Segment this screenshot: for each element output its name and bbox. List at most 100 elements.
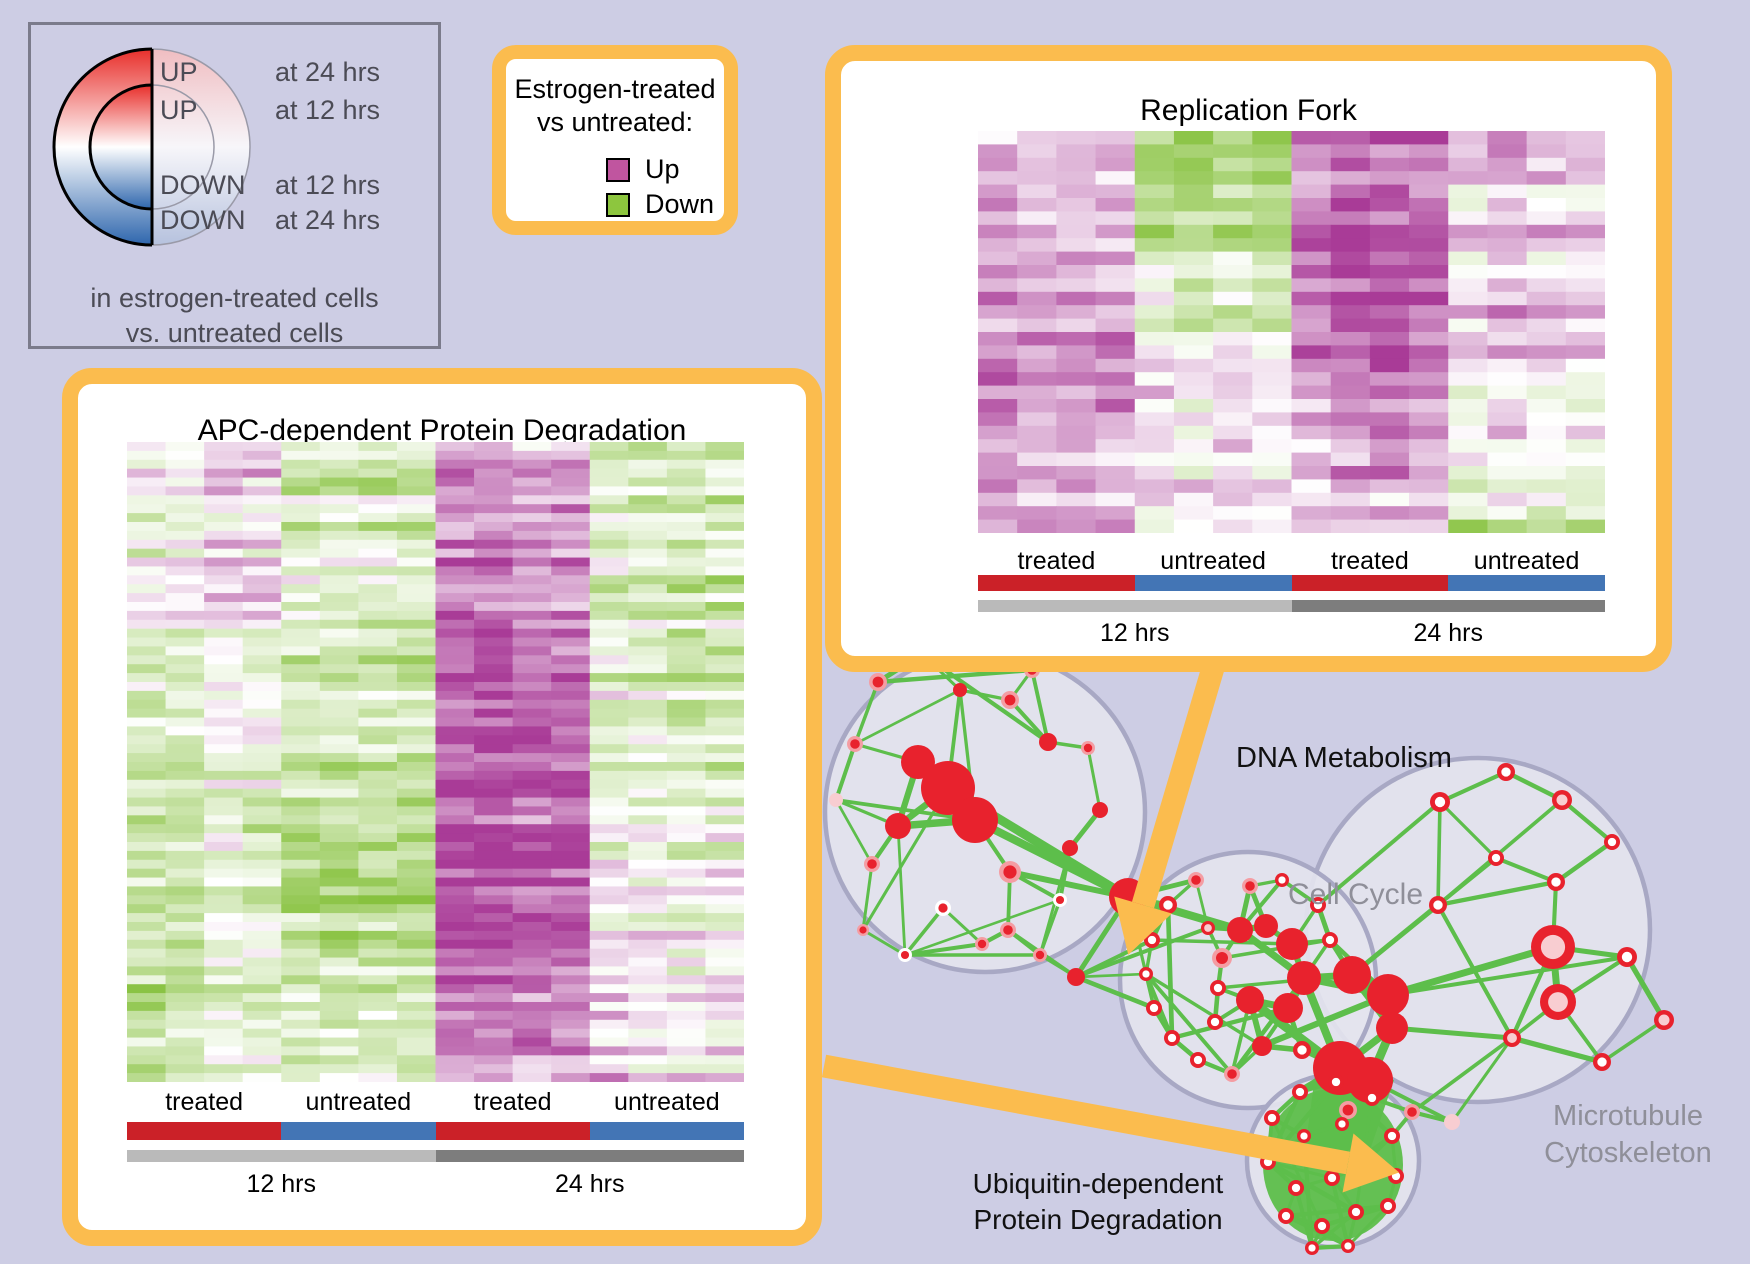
time-label-12hrs: 12 hrs: [246, 1170, 316, 1198]
heatmap-cell: [127, 1073, 167, 1082]
heatmap-cell: [204, 913, 244, 923]
heatmap-cell: [628, 975, 668, 985]
heatmap-cell: [705, 753, 744, 763]
heatmap-cell: [705, 1019, 744, 1030]
heatmap-cell: [165, 868, 205, 879]
heatmap-cell: [127, 948, 167, 959]
heatmap-cell: [1448, 358, 1489, 373]
heatmap-cell: [242, 1064, 282, 1074]
heatmap-cell: [127, 477, 167, 488]
heatmap-cell: [705, 584, 744, 594]
heatmap-cell: [204, 744, 244, 754]
heatmap-cell: [435, 877, 475, 888]
heatmap-cell: [551, 584, 591, 594]
network-node-pinkdonut-hole: [1556, 794, 1568, 806]
heatmap-cell: [589, 895, 629, 905]
heatmap-cell: [435, 530, 475, 541]
heatmap-cell: [1330, 452, 1371, 467]
heatmap-cell: [1213, 144, 1253, 159]
heatmap-cell: [358, 930, 398, 941]
heatmap-cell: [666, 717, 707, 728]
heatmap-cell: [1252, 291, 1293, 306]
heatmap-cell: [204, 619, 244, 630]
network-edge: [1073, 974, 1157, 1011]
heatmap-cell: [551, 948, 591, 959]
heatmap-cell: [435, 1064, 475, 1074]
heatmap-cell: [242, 975, 282, 985]
heatmap-cell: [319, 717, 359, 728]
heatmap-cell: [1056, 291, 1097, 306]
heatmap-cell: [978, 291, 1018, 306]
heatmap-cell: [512, 975, 552, 985]
heatmap-cell: [666, 486, 707, 496]
heatmap-cell: [551, 1028, 591, 1039]
panel-to-cluster-arrowhead: [1342, 1133, 1400, 1193]
heatmap-cell: [396, 1073, 437, 1082]
heatmap-cell: [281, 566, 321, 576]
heatmap-cell: [589, 468, 629, 479]
heatmap-cell: [551, 930, 591, 941]
heatmap-cell: [281, 1019, 321, 1030]
heatmap-cell: [551, 593, 591, 603]
heatmap-cell: [319, 486, 359, 496]
heatmap-cell: [474, 886, 514, 896]
heatmap-cell: [628, 984, 668, 994]
heatmap-cell: [1173, 412, 1214, 427]
heatmap-cell: [1017, 265, 1057, 279]
heatmap-cell: [1252, 198, 1293, 212]
heatmap-cell: [551, 895, 591, 905]
heatmap-cell: [1565, 144, 1605, 159]
heatmap-cell: [1095, 291, 1136, 306]
heatmap-cell: [435, 868, 475, 879]
heatmap-cell: [474, 619, 514, 630]
heatmap-cell: [358, 477, 398, 488]
heatmap-cell: [281, 806, 321, 816]
heatmap-cell: [1252, 492, 1293, 507]
heatmap-cell: [1526, 144, 1567, 159]
heatmap-cell: [705, 664, 744, 674]
heatmap-cell: [1095, 171, 1136, 186]
heatmap-cell: [705, 637, 744, 648]
heatmap-cell: [1409, 425, 1449, 440]
heatmap-cell: [358, 850, 398, 861]
network-node-donut-hole: [1291, 1183, 1301, 1193]
network-edge: [1310, 1210, 1358, 1250]
heatmap-cell: [281, 664, 321, 674]
heatmap-cell: [512, 717, 552, 728]
network-edge: [1074, 972, 1148, 979]
heatmap-cell: [281, 877, 321, 888]
heatmap-cell: [165, 913, 205, 923]
heatmap-cell: [978, 278, 1018, 293]
network-node-pale: [829, 793, 843, 807]
heatmap-cell: [319, 619, 359, 630]
heatmap-cell: [474, 1019, 514, 1030]
heatmap-cell: [978, 251, 1018, 266]
heatmap-cell: [204, 575, 244, 585]
heatmap-cell: [1369, 332, 1410, 346]
heatmap-cell: [396, 975, 437, 985]
heatmap-cell: [666, 628, 707, 639]
heatmap-cell: [1330, 211, 1371, 226]
heatmap-cell: [204, 584, 244, 594]
heatmap-cell: [1017, 358, 1057, 373]
heatmap-cell: [551, 842, 591, 852]
heatmap-cell: [435, 913, 475, 923]
heatmap-cell: [358, 779, 398, 790]
heatmap-cell: [628, 1002, 668, 1012]
heatmap-cell: [1330, 184, 1371, 199]
heatmap-cell: [666, 877, 707, 888]
heatmap-cell: [165, 450, 205, 461]
heatmap-cell: [1173, 184, 1214, 199]
heatmap-cell: [1134, 144, 1175, 159]
heatmap-cell: [1134, 198, 1175, 212]
heatmap-cell: [589, 504, 629, 514]
heatmap-cell: [358, 575, 398, 585]
heatmap-cell: [474, 984, 514, 994]
heatmap-cell: [435, 797, 475, 808]
heatmap-cell: [1448, 198, 1489, 212]
heatmap-cell: [551, 922, 591, 932]
replication-fork-group-labels: treated untreated treated untreated: [978, 547, 1605, 576]
heatmap-cell: [165, 655, 205, 665]
heatmap-cell: [589, 610, 629, 621]
comparison-legend-box: Estrogen-treated vs untreated: Up Down: [492, 45, 738, 235]
